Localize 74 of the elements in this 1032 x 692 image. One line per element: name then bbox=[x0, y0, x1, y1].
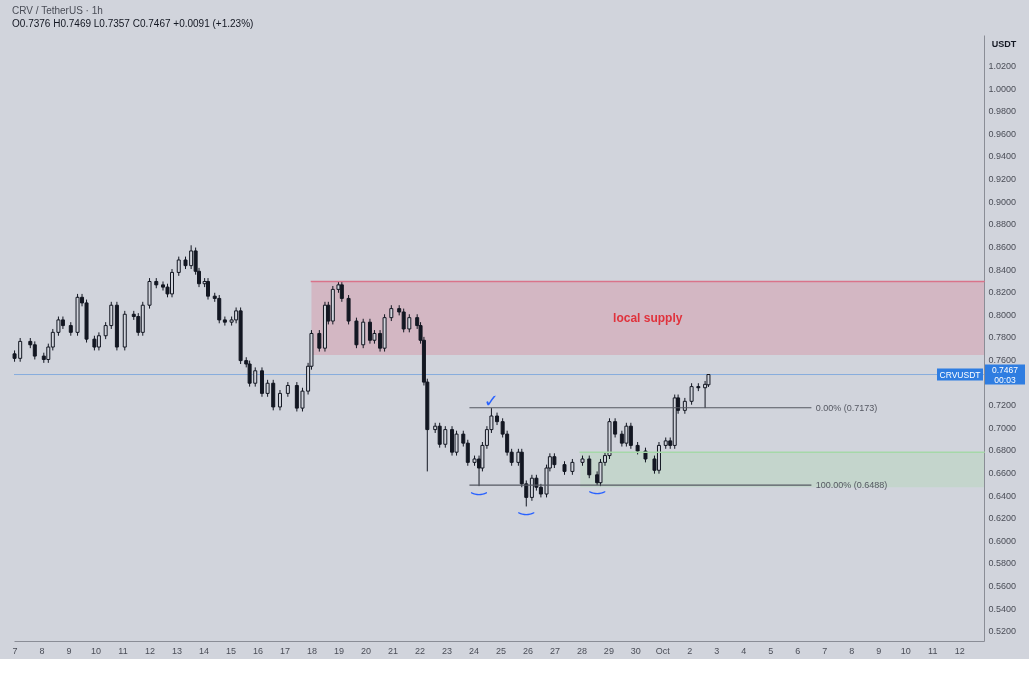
x-tick-label: 4 bbox=[741, 645, 747, 656]
x-tick-label: 22 bbox=[414, 645, 425, 656]
x-tick-label: 8 bbox=[849, 645, 855, 656]
x-tick-label: 12 bbox=[954, 645, 965, 656]
y-tick-label: 0.5200 bbox=[988, 626, 1017, 637]
ref-line-label: CRVUSDT bbox=[939, 369, 981, 380]
x-tick-label: 30 bbox=[630, 645, 641, 656]
x-tick-label: 12 bbox=[145, 645, 156, 656]
text: local supply bbox=[613, 311, 683, 326]
annotation: ‿ bbox=[588, 472, 606, 495]
y-tick-label: 0.6400 bbox=[988, 490, 1017, 501]
y-tick-label: 0.5600 bbox=[988, 581, 1017, 592]
y-tick-label: 0.8200 bbox=[988, 287, 1017, 298]
x-tick-label: 9 bbox=[66, 645, 72, 656]
x-tick-label: 21 bbox=[387, 645, 398, 656]
annotation: ✓ bbox=[483, 390, 499, 412]
x-tick-label: 28 bbox=[576, 645, 587, 656]
annotation: ‿ bbox=[470, 474, 488, 497]
x-tick-label: 26 bbox=[522, 645, 533, 656]
y-tick-label: 0.5800 bbox=[988, 558, 1017, 569]
y-tick-label: 0.7000 bbox=[988, 422, 1017, 433]
y-tick-label: 0.6800 bbox=[988, 445, 1017, 456]
x-tick-label: 27 bbox=[549, 645, 560, 656]
y-tick-label: 0.8000 bbox=[988, 309, 1017, 320]
x-tick-label: 23 bbox=[441, 645, 452, 656]
x-tick-label: 7 bbox=[822, 645, 828, 656]
annotation: ‿ bbox=[518, 494, 536, 517]
x-tick-label: 2 bbox=[687, 645, 693, 656]
y-tick-label: 0.8800 bbox=[988, 219, 1017, 230]
x-tick-label: 25 bbox=[495, 645, 506, 656]
y-tick-label: 0.8600 bbox=[988, 241, 1017, 252]
y-tick-label: 0.8400 bbox=[988, 264, 1017, 275]
chart-title: CRV / TetherUS · 1h bbox=[12, 5, 103, 16]
y-axis-title: USDT bbox=[991, 39, 1017, 49]
x-tick-label: 16 bbox=[252, 645, 263, 656]
annotation: 0.7467 bbox=[992, 364, 1019, 375]
x-tick-label: 5 bbox=[768, 645, 774, 656]
x-tick-label: 14 bbox=[198, 645, 210, 656]
y-tick-label: 0.6000 bbox=[988, 535, 1017, 546]
x-tick-label: 8 bbox=[39, 645, 45, 656]
x-tick-label: 20 bbox=[360, 645, 371, 656]
x-tick-label: 6 bbox=[795, 645, 801, 656]
x-tick-label: 29 bbox=[603, 645, 614, 656]
x-tick-label: 18 bbox=[306, 645, 317, 656]
series-label: 0.00% (0.7173) bbox=[815, 402, 878, 413]
y-tick-label: 0.9600 bbox=[988, 128, 1017, 139]
x-tick-label: 3 bbox=[714, 645, 720, 656]
y-tick-label: 0.9200 bbox=[988, 174, 1017, 185]
text: 00:03 bbox=[994, 374, 1016, 385]
y-tick-label: 1.0200 bbox=[988, 61, 1017, 72]
y-tick-label: 0.6200 bbox=[988, 513, 1017, 524]
y-tick-label: 0.9400 bbox=[988, 151, 1017, 162]
x-tick-label: Oct bbox=[655, 645, 671, 656]
y-tick-label: 0.7200 bbox=[988, 400, 1017, 411]
y-tick-label: 0.5400 bbox=[988, 603, 1017, 614]
series-label: 100.00% (0.6488) bbox=[815, 480, 888, 491]
y-tick-label: 0.7600 bbox=[988, 354, 1017, 365]
x-tick-label: 11 bbox=[928, 645, 938, 656]
x-tick-label: 24 bbox=[468, 645, 479, 656]
x-tick-label: 7 bbox=[12, 645, 18, 656]
x-tick-label: 13 bbox=[172, 645, 183, 656]
x-tick-label: 10 bbox=[900, 645, 911, 656]
y-tick-label: 0.7800 bbox=[988, 332, 1017, 343]
y-tick-label: 0.6600 bbox=[988, 468, 1017, 479]
x-tick-label: 15 bbox=[225, 645, 236, 656]
y-tick-label: 0.9000 bbox=[988, 196, 1017, 207]
y-tick-label: 1.0000 bbox=[988, 83, 1017, 94]
x-tick-label: 17 bbox=[279, 645, 290, 656]
x-tick-label: 9 bbox=[876, 645, 882, 656]
x-tick-label: 10 bbox=[91, 645, 102, 656]
x-tick-label: 11 bbox=[118, 645, 128, 656]
chart-subtitle: O0.7376 H0.7469 L0.7357 C0.7467 +0.0091 (+1.23%) bbox=[12, 18, 254, 29]
x-tick-label: 19 bbox=[333, 645, 344, 656]
y-tick-label: 0.9800 bbox=[988, 106, 1017, 117]
